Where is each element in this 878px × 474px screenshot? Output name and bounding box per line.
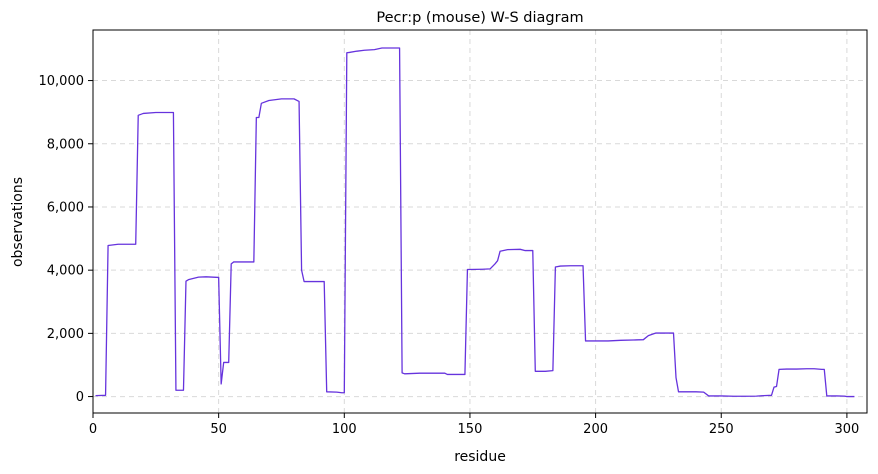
x-tick-label: 250 — [709, 422, 734, 437]
axes-frame — [92, 29, 868, 414]
x-axis-label: residue — [454, 449, 506, 465]
x-tick-label: 50 — [210, 422, 227, 437]
y-tick-label: 2,000 — [47, 327, 84, 342]
y-tick-label: 8,000 — [47, 137, 84, 152]
y-tick-label: 6,000 — [47, 200, 84, 215]
y-tick-label: 4,000 — [47, 264, 84, 279]
x-tick-label: 100 — [332, 422, 357, 437]
x-axis: 0 50 100 150 200 250 300 — [89, 413, 859, 437]
y-axis-label: observations — [10, 177, 26, 267]
x-tick-label: 0 — [89, 422, 97, 437]
x-tick-label: 150 — [458, 422, 483, 437]
y-axis: 0 2,000 4,000 6,000 8,000 10,000 — [39, 74, 93, 405]
x-tick-label: 300 — [834, 422, 859, 437]
chart-title: Pecr:p (mouse) W-S diagram — [376, 10, 583, 26]
plot-area — [95, 47, 855, 398]
y-tick-label: 10,000 — [39, 74, 85, 89]
grid — [92, 30, 867, 413]
x-tick-label: 200 — [583, 422, 608, 437]
series-line — [95, 47, 855, 398]
y-tick-label: 0 — [76, 390, 84, 405]
